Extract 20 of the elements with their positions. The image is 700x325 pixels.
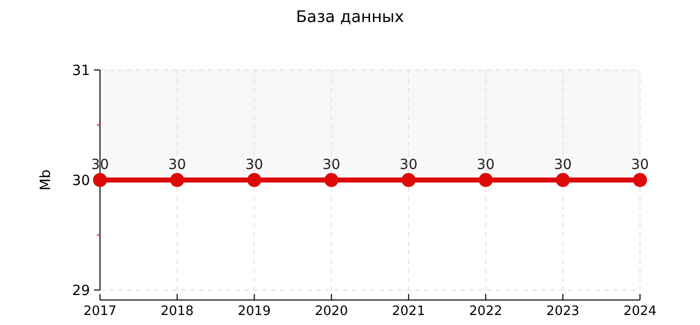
x-tick-label: 2022 — [469, 304, 502, 319]
x-tick-label: 2020 — [314, 304, 348, 319]
chart-title: База данных — [296, 7, 404, 26]
data-label: 30 — [631, 157, 649, 173]
x-tick-label: 2021 — [392, 304, 426, 319]
x-tick-label: 2017 — [83, 304, 117, 319]
x-tick-label: 2018 — [160, 304, 194, 319]
y-tick-label: 30 — [72, 173, 90, 189]
y-tick-label: 31 — [72, 63, 90, 79]
y-axis-title: Mb — [38, 169, 54, 190]
data-label: 30 — [554, 157, 572, 173]
x-tick-label: 2024 — [623, 304, 657, 319]
y-tick-label: 29 — [72, 283, 90, 299]
data-label: 30 — [168, 157, 186, 173]
data-label: 30 — [322, 157, 340, 173]
data-label: 30 — [476, 157, 495, 173]
data-label: 30 — [400, 157, 418, 173]
data-label: 30 — [245, 157, 264, 173]
x-tick-label: 2019 — [238, 304, 271, 319]
x-tick-label: 2023 — [546, 304, 580, 319]
